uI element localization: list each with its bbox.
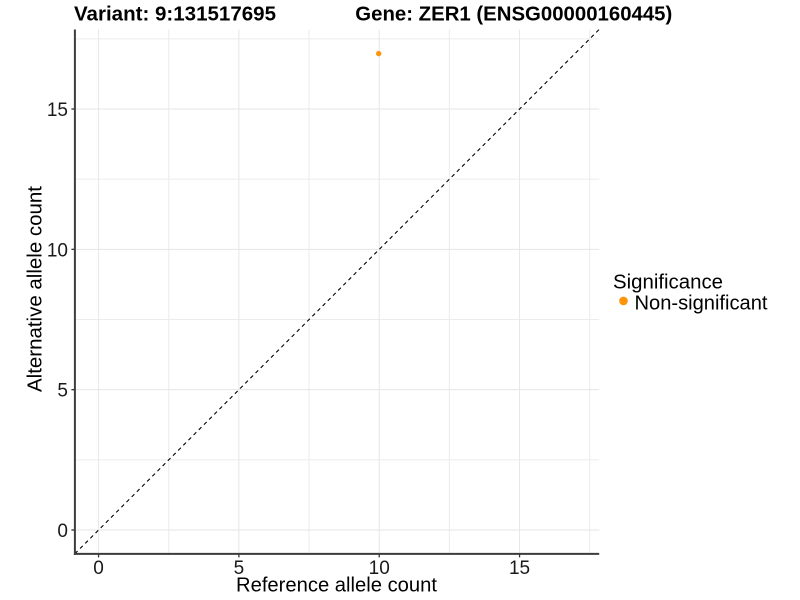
svg-text:15: 15 [47,100,68,121]
svg-text:10: 10 [369,558,390,579]
svg-text:0: 0 [93,558,104,579]
svg-text:Significance: Significance [613,271,723,293]
svg-text:Reference allele count: Reference allele count [236,575,437,597]
svg-text:15: 15 [509,558,530,579]
svg-text:Non-significant: Non-significant [635,292,768,314]
svg-text:Alternative allele count: Alternative allele count [25,186,47,392]
svg-text:5: 5 [57,381,68,402]
svg-text:Gene: ZER1 (ENSG00000160445): Gene: ZER1 (ENSG00000160445) [355,4,672,26]
svg-text:5: 5 [234,558,245,579]
svg-text:10: 10 [47,240,68,261]
svg-text:0: 0 [57,521,68,542]
svg-text:Variant: 9:131517695: Variant: 9:131517695 [74,4,276,26]
